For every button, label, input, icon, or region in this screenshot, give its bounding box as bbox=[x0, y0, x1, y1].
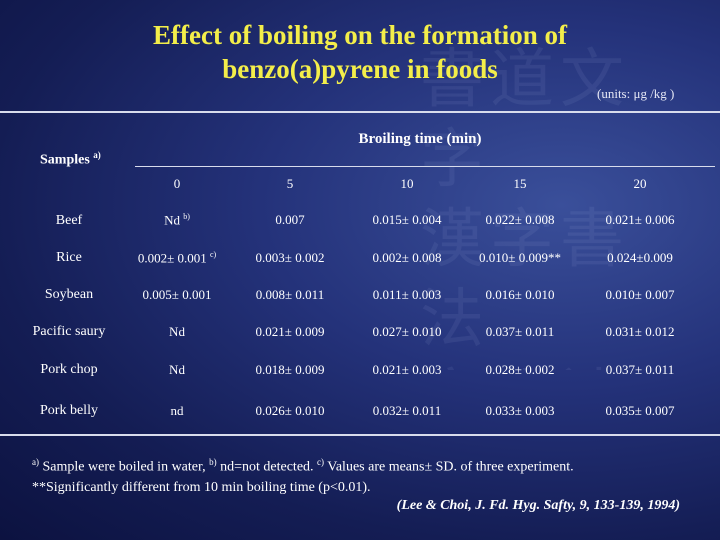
cell-value: 0.007 bbox=[275, 212, 305, 227]
table-top-rule bbox=[0, 111, 720, 113]
time-header-2: 10 bbox=[400, 176, 414, 191]
samples-header-footnote-mark: a) bbox=[93, 150, 101, 160]
table-cell: 0.015± 0.004 bbox=[373, 212, 442, 228]
cell-footnote-mark: c) bbox=[209, 250, 217, 259]
table-cell: 0.033± 0.003 bbox=[486, 403, 555, 419]
table-cell: 0.007 bbox=[275, 212, 304, 228]
samples-header-text: Samples bbox=[40, 152, 90, 168]
table-cell: 0.037± 0.011 bbox=[606, 362, 674, 378]
table-cell: 0.032± 0.011 bbox=[373, 403, 441, 419]
footnote-a-mark: a) bbox=[32, 457, 39, 467]
cell-value: 0.037± 0.011 bbox=[605, 362, 675, 377]
table-cell: 0.010± 0.009** bbox=[479, 250, 561, 266]
cell-value: 0.003± 0.002 bbox=[255, 250, 325, 265]
cell-value: 0.028± 0.002 bbox=[485, 362, 555, 377]
row-label: Pacific saury bbox=[32, 324, 106, 339]
cell-value: 0.015± 0.004 bbox=[372, 212, 442, 227]
table-cell: 0.026± 0.010 bbox=[256, 403, 325, 419]
cell-value: Nd bbox=[164, 212, 180, 228]
footnote-c-mark: c) bbox=[317, 457, 325, 467]
samples-header: Samples a) bbox=[40, 150, 101, 169]
title-line-1: Effect of boiling on the formation of bbox=[153, 20, 567, 50]
cell-footnote-mark: b) bbox=[183, 212, 190, 221]
time-header-3: 15 bbox=[513, 176, 527, 191]
cell-value: 0.008± 0.011 bbox=[255, 287, 325, 302]
table-cell: 0.002± 0.008 bbox=[373, 250, 442, 266]
units-label: (units: μg /kg ) bbox=[597, 86, 675, 101]
table-cell: 0.021± 0.003 bbox=[373, 362, 442, 378]
row-label: Beef bbox=[55, 213, 83, 228]
cell-value: 0.033± 0.003 bbox=[485, 403, 555, 418]
table-cell: 0.022± 0.008 bbox=[486, 212, 555, 228]
cell-value: Nd bbox=[169, 362, 185, 377]
table-cell: 0.035± 0.007 bbox=[606, 403, 675, 419]
cell-value: 0.037± 0.011 bbox=[485, 324, 555, 339]
cell-value: 0.024±0.009 bbox=[607, 250, 673, 265]
footnote-b-text: nd=not detected. bbox=[216, 459, 318, 475]
table-cell: 0.008± 0.011 bbox=[256, 287, 324, 303]
footnote-c-text: Values are means± SD. of three experimen… bbox=[324, 459, 574, 475]
broiling-time-header: Broiling time (min) bbox=[358, 131, 482, 147]
table-cell: Nd bbox=[169, 324, 185, 340]
table-cell: 0.018± 0.009 bbox=[256, 362, 325, 378]
footnote-line-1: a) Sample were boiled in water, b) nd=no… bbox=[32, 452, 692, 478]
cell-value: 0.021± 0.006 bbox=[605, 212, 675, 227]
broiling-header-rule bbox=[135, 166, 715, 167]
table-cell: Nd bbox=[169, 362, 185, 378]
table-cell: 0.031± 0.012 bbox=[606, 324, 675, 340]
table-cell: 0.002± 0.001 c) bbox=[138, 250, 216, 266]
footnote-a-text: Sample were boiled in water, bbox=[39, 459, 210, 475]
row-label: Soybean bbox=[44, 287, 94, 302]
cell-value: 0.002± 0.008 bbox=[372, 250, 442, 265]
footnote-line-2: **Significantly different from 10 min bo… bbox=[32, 479, 371, 495]
table-cell: 0.016± 0.010 bbox=[486, 287, 555, 303]
table-cell: 0.005± 0.001 bbox=[143, 287, 212, 303]
title-line-2: benzo(a)pyrene in foods bbox=[222, 54, 498, 84]
cell-value: 0.005± 0.001 bbox=[142, 287, 212, 302]
cell-value: 0.016± 0.010 bbox=[485, 287, 555, 302]
footnote-b-mark: b) bbox=[209, 457, 217, 467]
table-cell: 0.027± 0.010 bbox=[373, 324, 442, 340]
cell-value: 0.031± 0.012 bbox=[605, 324, 675, 339]
table-cell: 0.011± 0.003 bbox=[373, 287, 441, 303]
table-cell: Nd b) bbox=[164, 212, 190, 228]
cell-value: 0.002± 0.001 bbox=[137, 250, 207, 266]
citation: (Lee & Choi, J. Fd. Hyg. Safty, 9, 133-1… bbox=[396, 498, 680, 513]
cell-value: Nd bbox=[169, 324, 185, 339]
table-cell: 0.003± 0.002 bbox=[256, 250, 325, 266]
row-label: Pork chop bbox=[40, 362, 98, 377]
cell-value: 0.010± 0.009** bbox=[479, 250, 561, 265]
row-label: Rice bbox=[56, 250, 82, 265]
cell-value: 0.026± 0.010 bbox=[255, 403, 325, 418]
cell-value: 0.021± 0.009 bbox=[255, 324, 325, 339]
cell-value: 0.010± 0.007 bbox=[605, 287, 675, 302]
cell-value: 0.021± 0.003 bbox=[372, 362, 442, 377]
cell-value: 0.018± 0.009 bbox=[255, 362, 325, 377]
cell-value: 0.027± 0.010 bbox=[372, 324, 442, 339]
footnotes: a) Sample were boiled in water, b) nd=no… bbox=[32, 452, 692, 498]
table-cell: 0.010± 0.007 bbox=[606, 287, 675, 303]
page-title: Effect of boiling on the formation of be… bbox=[0, 18, 720, 86]
table-bottom-rule bbox=[0, 434, 720, 436]
table-cell: 0.028± 0.002 bbox=[486, 362, 555, 378]
table-cell: 0.021± 0.006 bbox=[606, 212, 675, 228]
table-cell: 0.037± 0.011 bbox=[486, 324, 554, 340]
table-cell: 0.021± 0.009 bbox=[256, 324, 325, 340]
time-header-0: 0 bbox=[173, 176, 181, 191]
time-header-4: 20 bbox=[633, 176, 647, 191]
table-cell: nd bbox=[171, 403, 184, 419]
cell-value: 0.035± 0.007 bbox=[605, 403, 675, 418]
cell-value: nd bbox=[170, 403, 184, 418]
table-cell: 0.024±0.009 bbox=[607, 250, 673, 266]
cell-value: 0.022± 0.008 bbox=[485, 212, 555, 227]
time-header-1: 5 bbox=[286, 176, 294, 191]
row-label: Pork belly bbox=[40, 403, 98, 418]
cell-value: 0.011± 0.003 bbox=[372, 287, 442, 302]
cell-value: 0.032± 0.011 bbox=[372, 403, 442, 418]
